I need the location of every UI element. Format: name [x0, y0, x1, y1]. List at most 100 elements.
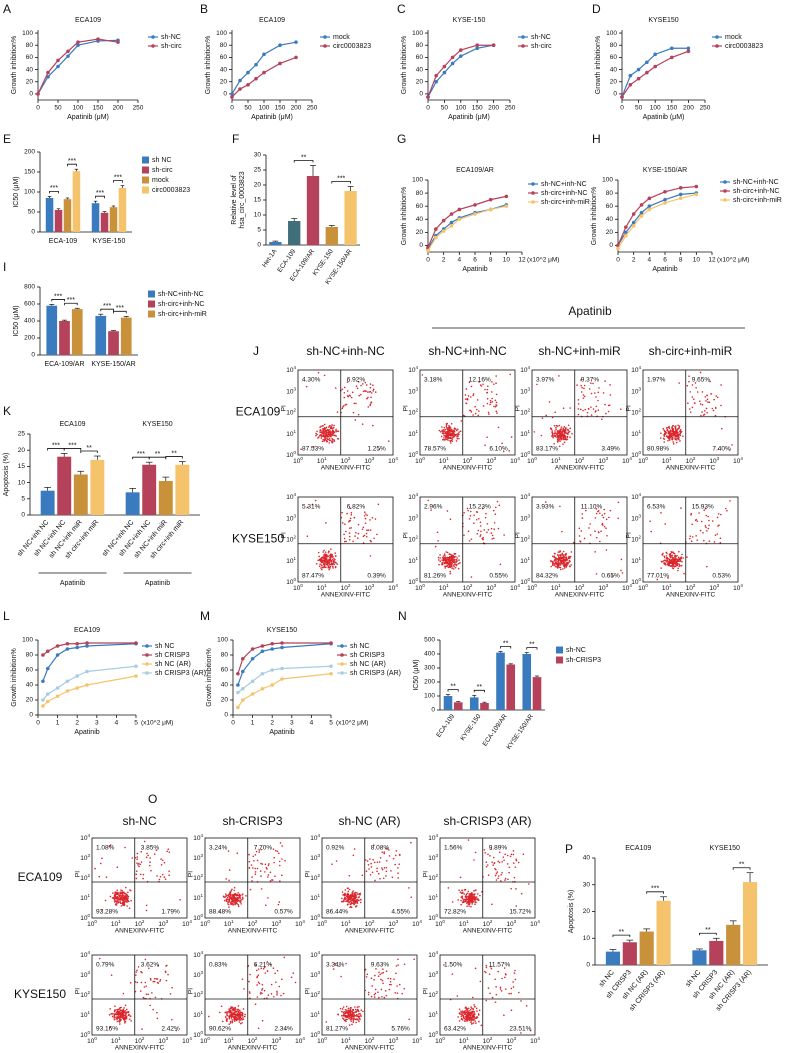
- event-dot: [493, 528, 495, 531]
- event-dot: [314, 499, 317, 502]
- tick-base: 10: [87, 921, 95, 928]
- event-dot: [468, 518, 471, 520]
- event-dot: [135, 873, 138, 876]
- event-dot: [589, 523, 591, 525]
- tick-base: 10: [200, 921, 208, 928]
- tick-base: 10: [408, 388, 416, 395]
- event-dot: [350, 903, 352, 905]
- event-dot: [333, 557, 335, 560]
- data-point: [280, 645, 284, 650]
- event-dot: [460, 1011, 462, 1014]
- tick-base: 10: [365, 921, 373, 928]
- tick-base: 10: [733, 458, 741, 465]
- data-point: [270, 668, 275, 672]
- tick-base: 10: [182, 921, 190, 928]
- event-dot: [166, 850, 168, 853]
- event-dot: [365, 535, 368, 538]
- significance-bracket: [49, 191, 59, 194]
- event-dot: [138, 865, 140, 868]
- event-dot: [276, 850, 279, 853]
- quadrant-label: 0.83%: [209, 962, 228, 969]
- event-dot: [437, 556, 440, 559]
- legend-label: mock: [725, 34, 742, 41]
- event-dot: [394, 863, 396, 866]
- tick-base: 10: [631, 536, 639, 543]
- tick-base: 10: [80, 875, 88, 882]
- event-dot: [557, 431, 560, 433]
- event-dot: [456, 436, 458, 438]
- x-tick-label: 104: [733, 456, 743, 465]
- tick-exponent: 1: [527, 429, 530, 434]
- event-dot: [344, 894, 347, 896]
- event-dot: [135, 971, 138, 973]
- y-tick-label: 0: [21, 512, 25, 519]
- y-tick-label: 101: [408, 556, 418, 565]
- event-dot: [717, 448, 720, 450]
- event-dot: [472, 393, 475, 395]
- tick-base: 10: [271, 1038, 279, 1045]
- data-point: [459, 54, 463, 58]
- event-dot: [665, 551, 668, 554]
- event-dot: [159, 980, 161, 983]
- event-dot: [98, 957, 101, 960]
- event-dot: [329, 426, 332, 429]
- event-dot: [239, 901, 242, 903]
- event-dot: [328, 437, 331, 440]
- tick-exponent: 2: [200, 873, 203, 878]
- event-dot: [446, 422, 449, 425]
- event-dot: [668, 439, 671, 441]
- x-tick-label: 100: [638, 456, 648, 465]
- tick-exponent: 2: [415, 535, 418, 540]
- event-dot: [513, 862, 515, 864]
- event-dot: [340, 975, 342, 978]
- event-dot: [490, 848, 492, 851]
- event-dot: [348, 901, 351, 904]
- event-dot: [385, 866, 388, 869]
- event-dot: [120, 905, 123, 907]
- plot-frame: [321, 837, 418, 919]
- data-point: [434, 73, 439, 78]
- event-dot: [453, 565, 455, 568]
- event-dot: [467, 395, 470, 397]
- significance-label: **: [171, 450, 177, 457]
- event-dot: [353, 892, 356, 895]
- event-dot: [460, 420, 463, 422]
- event-dot: [248, 991, 251, 993]
- tick-exponent: 1: [466, 919, 469, 924]
- quadrant-label: 7.40%: [712, 446, 731, 453]
- event-dot: [553, 555, 556, 557]
- event-dot: [459, 562, 461, 564]
- event-dot: [449, 427, 452, 429]
- group-title: KYSE150: [710, 845, 740, 852]
- data-point: [241, 686, 245, 691]
- x-tick-label: 104: [388, 456, 398, 465]
- x-tick-label: 102: [463, 583, 473, 592]
- event-dot: [469, 895, 472, 897]
- event-dot: [352, 854, 355, 857]
- data-point: [65, 689, 70, 693]
- event-dot: [363, 511, 366, 514]
- y-tick-label: 104: [193, 950, 203, 959]
- x-tick-label: 250: [505, 105, 516, 112]
- event-dot: [346, 900, 349, 903]
- y-tick-label: 40: [26, 682, 34, 689]
- event-dot: [164, 971, 167, 973]
- column-title: sh-circ+inh-miR: [649, 344, 733, 358]
- event-dot: [352, 896, 355, 898]
- event-dot: [123, 891, 125, 893]
- event-dot: [240, 1011, 242, 1014]
- event-dot: [347, 1009, 349, 1012]
- event-dot: [337, 1013, 340, 1016]
- y-axis-label: IC50 (μM): [413, 659, 420, 690]
- event-dot: [443, 434, 445, 437]
- tick-base: 10: [631, 515, 639, 522]
- event-dot: [276, 990, 278, 993]
- event-dot: [709, 380, 712, 383]
- event-dot: [116, 1020, 119, 1023]
- event-dot: [456, 437, 459, 440]
- event-dot: [691, 523, 693, 526]
- tick-base: 10: [551, 458, 559, 465]
- event-dot: [116, 1018, 118, 1021]
- bar: [709, 940, 724, 965]
- event-dot: [563, 435, 565, 438]
